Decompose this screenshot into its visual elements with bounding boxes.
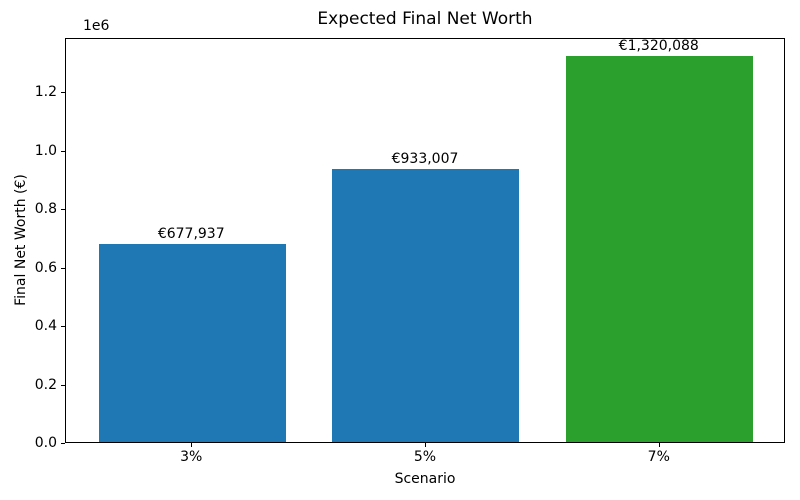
y-tick-label: 0.2 [34,376,57,393]
x-tick-label: 3% [180,449,203,465]
y-tick-mark [61,384,65,386]
bar-value-label: €933,007 [391,151,459,168]
x-tick-mark [425,443,426,447]
y-tick-label: 1.2 [34,84,57,101]
bar [98,243,286,442]
x-tick-mark [191,443,193,447]
y-tick-mark [61,150,65,152]
bar [566,56,754,442]
y-tick-label: 0.8 [34,201,57,218]
y-tick-mark [61,209,65,211]
x-tick-label: 7% [647,449,670,465]
chart-title: Expected Final Net Worth [317,9,533,29]
bar-value-label: €1,320,088 [618,38,699,55]
y-tick-mark [61,92,65,94]
y-axis-label: Final Net Worth (€) [13,174,29,306]
y-tick-mark [61,443,65,444]
y-tick-label: 0.0 [34,435,57,451]
y-tick-label: 1.0 [34,142,57,159]
x-tick-mark [658,443,660,447]
x-tick-label: 5% [413,449,437,465]
bar [332,169,520,442]
bar-value-label: €677,937 [157,225,225,242]
y-tick-mark [61,326,65,328]
x-axis-label: Scenario [394,471,456,487]
y-tick-label: 0.6 [34,259,57,276]
y-axis-offset-label: 1e6 [83,18,110,34]
plot-area [65,38,785,443]
y-tick-label: 0.4 [34,318,57,335]
y-tick-mark [61,267,65,269]
